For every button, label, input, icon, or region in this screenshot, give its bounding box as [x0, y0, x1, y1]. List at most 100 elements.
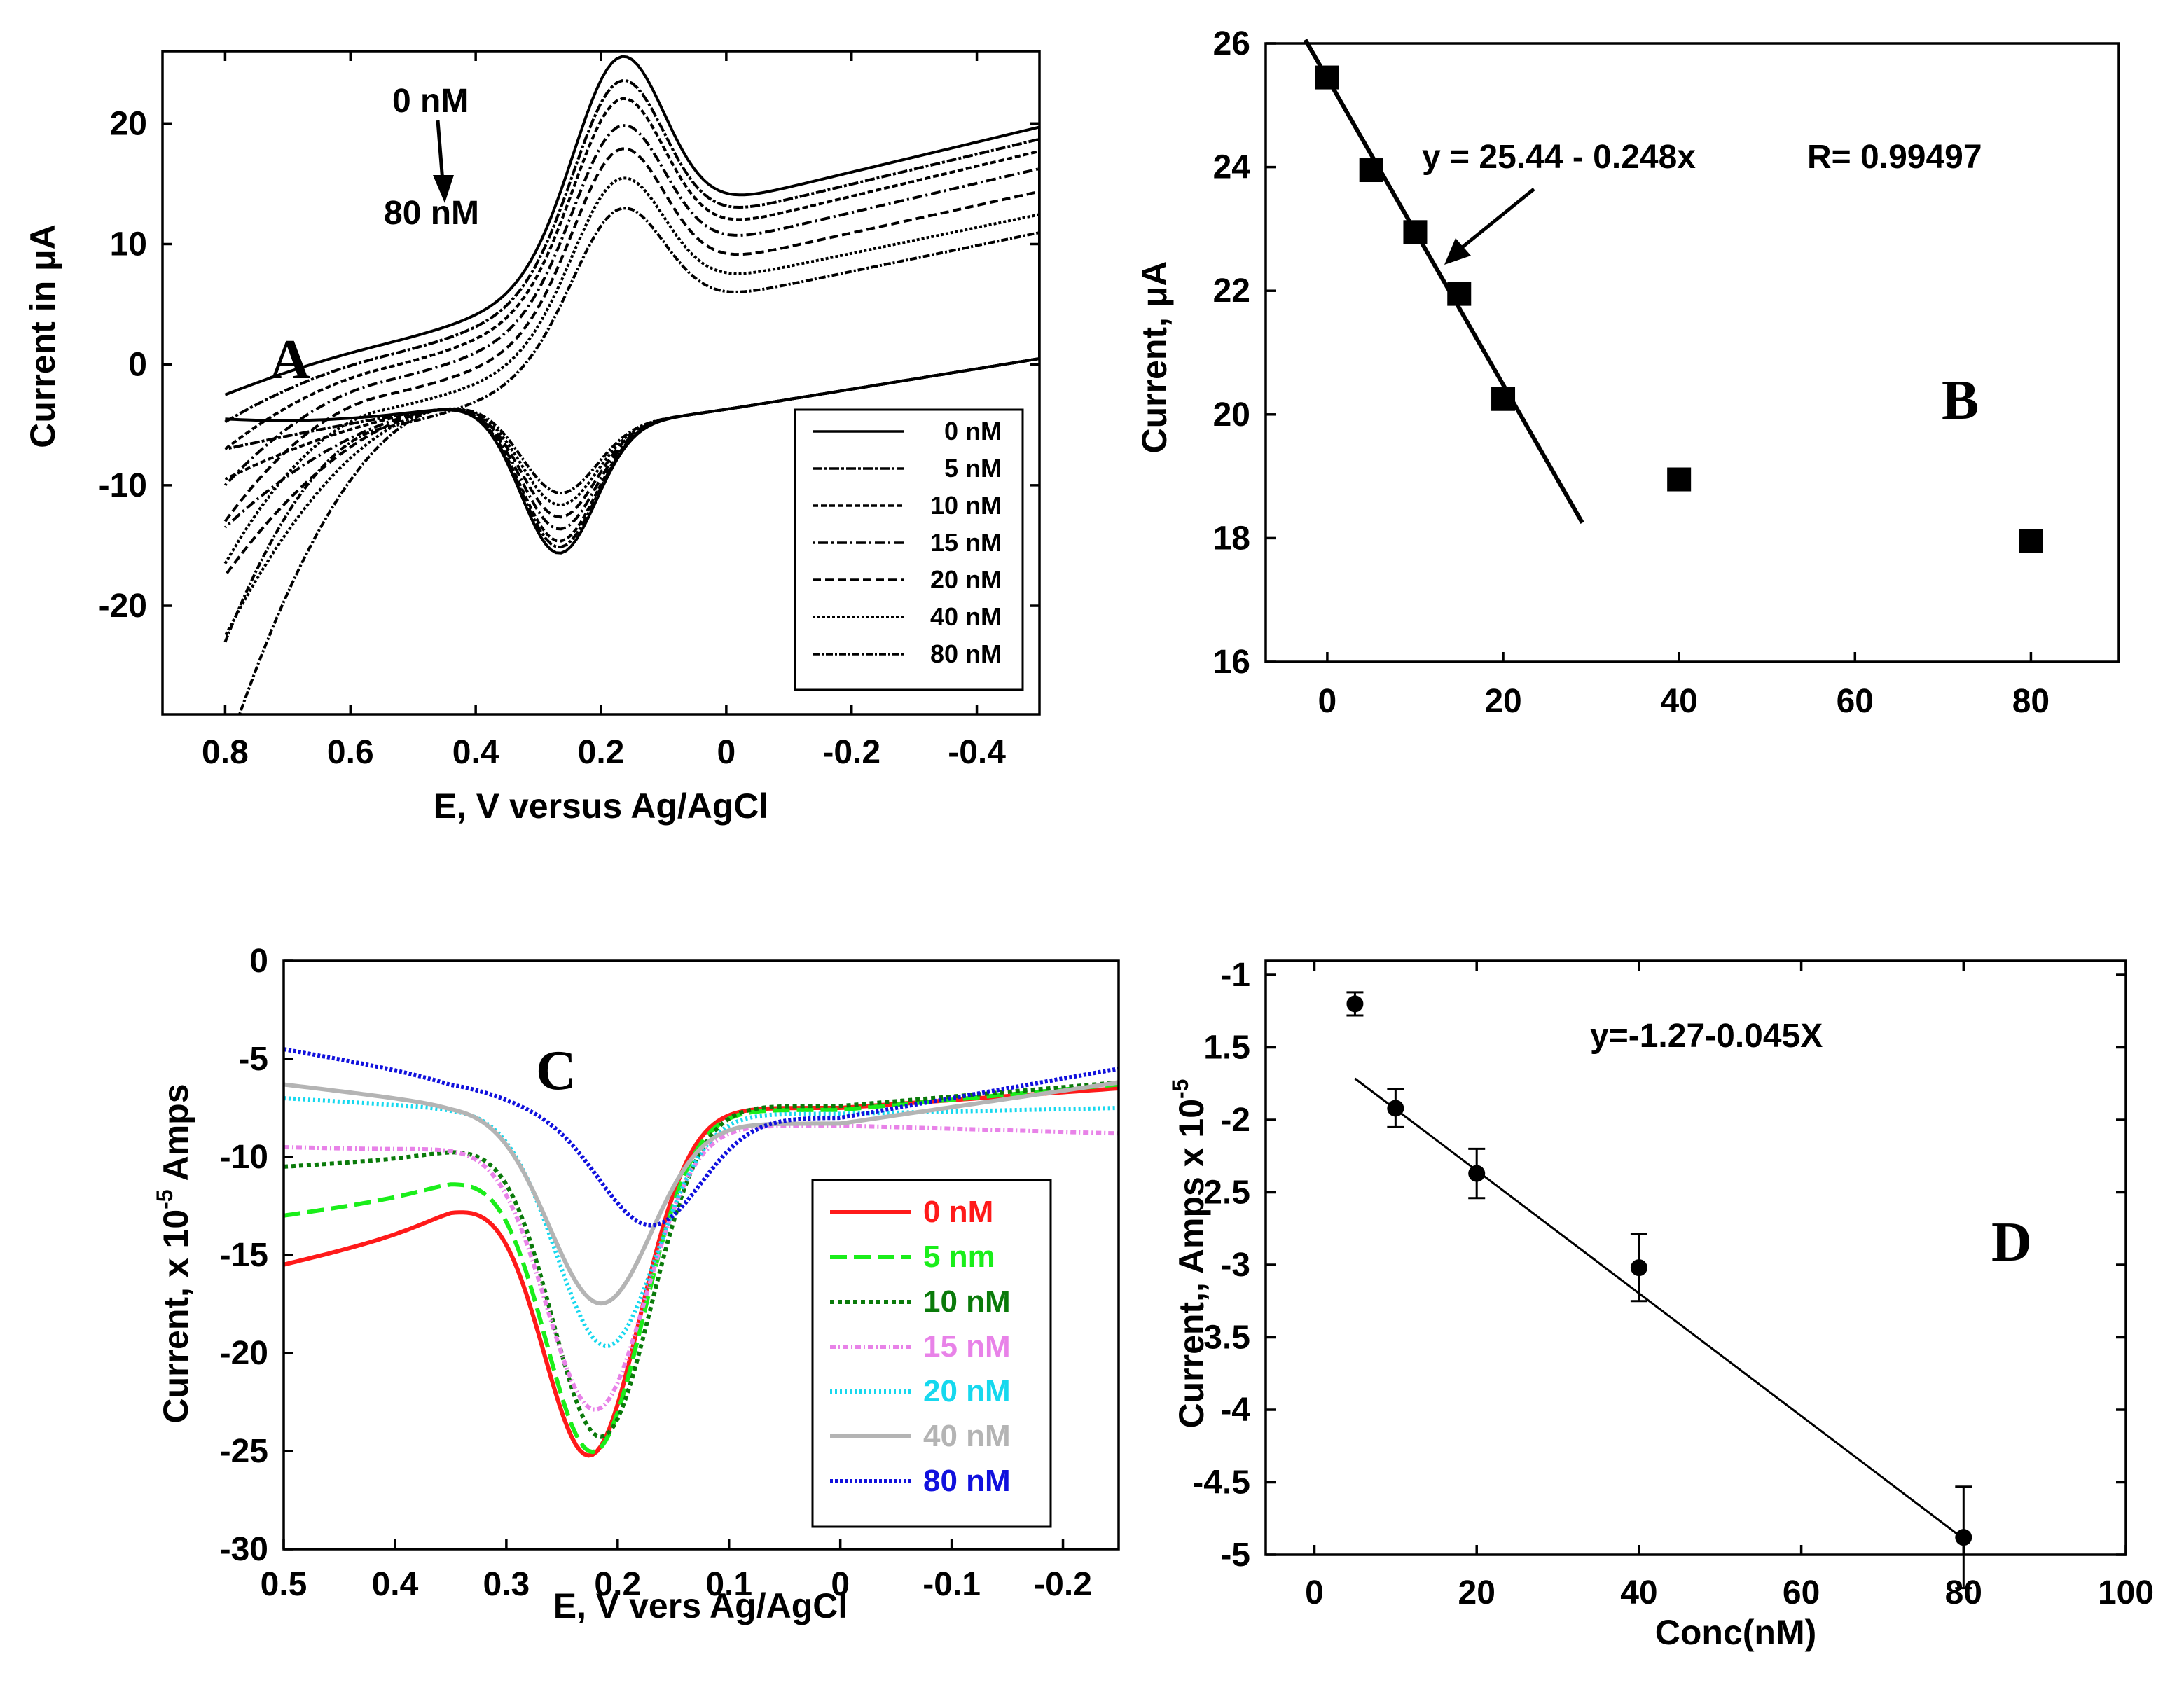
y-tick-label: -10: [99, 467, 147, 504]
panel-a-ylabel: Current in μA: [23, 224, 62, 448]
data-point: [1667, 467, 1692, 492]
cv-curve: [223, 207, 1039, 714]
panel-a-arrow-end-label: 80 nM: [384, 195, 479, 232]
data-point: [1387, 1100, 1404, 1117]
legend-label: 80 nM: [923, 1464, 1011, 1498]
panel-d-fit: [1354, 1077, 1965, 1540]
legend-label: 40 nM: [930, 602, 1002, 631]
data-point: [1630, 1259, 1647, 1277]
panel-c-xlabel: E, V vers Ag/AgCl: [553, 1586, 848, 1625]
x-tick-label: 0: [1305, 1574, 1324, 1611]
panel-a-xlabel: E, V versus Ag/AgCl: [434, 786, 769, 826]
panel-b-ylabel: Current, μA: [1135, 261, 1174, 453]
cv-curve: [224, 79, 1039, 549]
legend-label: 10 nM: [930, 491, 1002, 520]
panel-c: 0.5 0.4 0.3 0.2 0.1 0 -0.1 -0.2 0 -5 -10 -15 -20 -25 -…: [152, 943, 1120, 1625]
legend-label: 20 nM: [923, 1374, 1011, 1408]
panel-c-label: C: [536, 1040, 576, 1102]
swv-curve: [283, 1047, 1119, 1228]
y-tick-label: -25: [220, 1433, 268, 1470]
x-tick-label: 0.3: [483, 1566, 530, 1603]
panel-c-ticks: 0.5 0.4 0.3 0.2 0.1 0 -0.1 -0.2 0 -5 -10 -15 -20 -25 -…: [220, 943, 1092, 1603]
y-tick-label: 16: [1213, 644, 1250, 681]
panel-d-label: D: [1991, 1212, 2032, 1273]
data-point: [1468, 1165, 1486, 1182]
y-tick-label: -15: [220, 1237, 268, 1274]
x-tick-label: 0.4: [372, 1566, 419, 1603]
panel-a-legend-box: [794, 408, 1024, 691]
x-tick-label: 0.8: [202, 734, 249, 771]
x-tick-label: 0: [717, 734, 736, 771]
panel-b-equation: y = 25.44 - 0.248x: [1422, 139, 1696, 176]
y-tick-label: 10: [110, 226, 147, 263]
data-point: [1491, 387, 1516, 411]
panel-c-ylabel-main: Current, x 10: [156, 1209, 195, 1424]
cv-curve: [224, 97, 1039, 543]
x-tick-label: 80: [2012, 683, 2050, 720]
x-tick-label: 0: [831, 1566, 850, 1603]
panel-c-curves: [283, 1047, 1119, 1458]
panel-a-label: A: [270, 329, 310, 391]
panel-b-ticks: 0 20 40 60 80 16 18 20 22 24 26: [1213, 25, 2050, 720]
x-tick-label: 0.6: [327, 734, 374, 771]
panel-b-r-value: R= 0.99497: [1807, 139, 1982, 176]
swv-curve: [283, 1096, 1119, 1348]
panel-d-xlabel: Conc(nM): [1655, 1613, 1817, 1652]
data-point: [2019, 529, 2043, 553]
legend-label: 80 nM: [930, 639, 1002, 668]
x-tick-label: 0.2: [594, 1566, 641, 1603]
y-tick-label: 26: [1213, 25, 1250, 62]
y-tick-label: 20: [1213, 396, 1250, 434]
panel-c-ylabel-unit: Amps: [156, 1083, 195, 1189]
y-tick-label: -1: [1220, 957, 1250, 994]
x-tick-label: 0.1: [705, 1566, 752, 1603]
y-tick-label: 1.5: [1203, 1029, 1250, 1067]
x-tick-label: 0: [1318, 683, 1337, 720]
legend-label: 15 nM: [923, 1329, 1011, 1364]
x-tick-label: -0.1: [922, 1566, 981, 1603]
panel-d-ylabel: Current,, Amps x 10-5: [1168, 1079, 1211, 1429]
panel-a-ticks: 0.8 0.6 0.4 0.2 0 -0.2 -0.4 20 10 0 -10 -20: [99, 51, 1039, 771]
y-tick-label: 3.5: [1203, 1319, 1250, 1357]
y-tick-label: 0: [249, 943, 268, 980]
panel-b-fit: [1303, 39, 1584, 524]
x-tick-label: 0.4: [452, 734, 499, 771]
panel-b-label: B: [1942, 370, 1979, 431]
y-tick-label: 0: [128, 347, 147, 384]
y-tick-label: -30: [220, 1531, 268, 1568]
y-tick-label: 20: [110, 105, 147, 142]
y-tick-label: -4: [1220, 1392, 1250, 1429]
y-tick-label: -20: [99, 588, 147, 625]
x-tick-label: 60: [1837, 683, 1874, 720]
panel-a-curves: [223, 55, 1039, 714]
y-tick-label: -5: [238, 1041, 268, 1078]
legend-label: 20 nM: [930, 565, 1002, 594]
x-tick-label: 40: [1620, 1574, 1657, 1611]
panel-a-arrow: [433, 120, 454, 203]
y-tick-label: -5: [1220, 1537, 1250, 1574]
x-tick-label: 20: [1458, 1574, 1495, 1611]
x-tick-label: 100: [2098, 1574, 2154, 1611]
data-point: [1359, 158, 1383, 183]
y-tick-label: 22: [1213, 272, 1250, 310]
cv-curve: [223, 176, 1039, 637]
panel-a-arrow-start-label: 0 nM: [392, 83, 469, 120]
data-point: [1315, 65, 1339, 90]
x-tick-label: 0.5: [261, 1566, 307, 1603]
y-tick-label: 24: [1213, 149, 1251, 186]
y-tick-label: -4.5: [1192, 1464, 1250, 1502]
legend-label: 15 nM: [930, 528, 1002, 557]
swv-curve: [283, 1080, 1119, 1306]
x-tick-label: 40: [1660, 683, 1697, 720]
panel-b-points: [1315, 65, 2043, 553]
panel-d-frame: [1264, 959, 2127, 1556]
fit-line: [1354, 1077, 1965, 1540]
x-tick-label: -0.2: [822, 734, 880, 771]
legend-label: 0 nM: [923, 1195, 993, 1229]
y-tick-label: 18: [1213, 520, 1250, 557]
y-tick-label: -3: [1220, 1247, 1250, 1284]
data-point: [1346, 995, 1364, 1013]
legend-label: 10 nM: [923, 1284, 1011, 1319]
cv-curve: [223, 147, 1039, 577]
x-tick-label: -0.4: [948, 734, 1006, 771]
